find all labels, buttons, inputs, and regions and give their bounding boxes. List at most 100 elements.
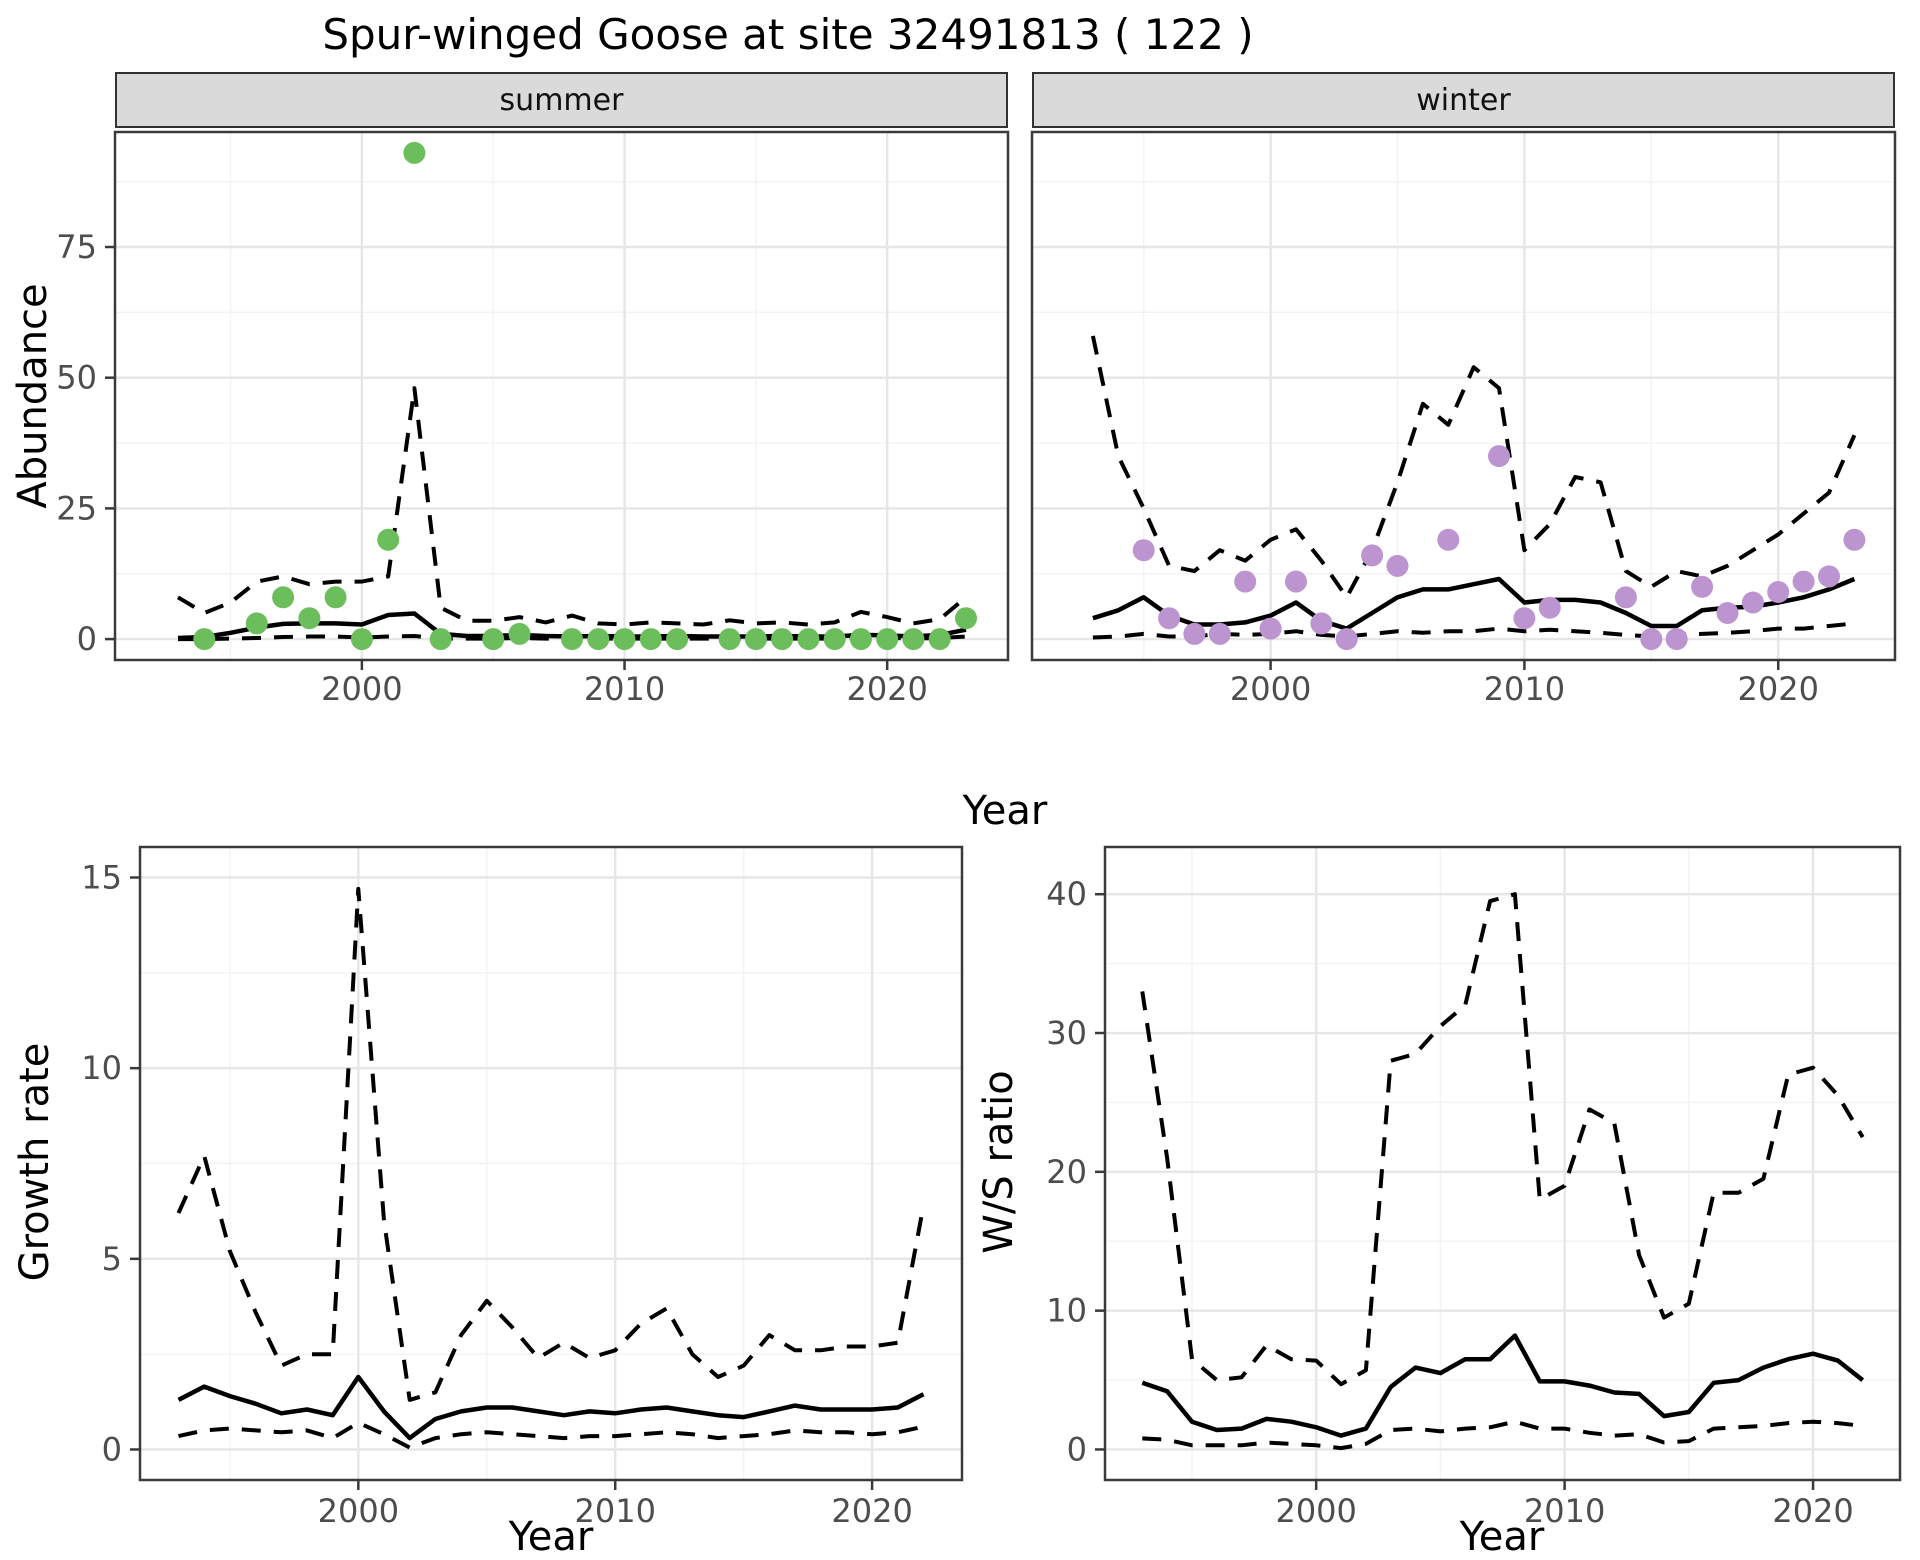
- model-median-line: [1141, 1333, 1865, 1438]
- data-point: [1158, 607, 1181, 630]
- summer-abundance-panel: 2000 2010 2020 0 25 50 75: [56, 130, 1010, 708]
- model-median-line: [177, 1374, 925, 1441]
- data-point: [849, 628, 872, 651]
- data-point: [928, 628, 951, 651]
- data-point: [482, 628, 505, 651]
- data-point: [1792, 570, 1815, 593]
- data-point: [272, 586, 295, 609]
- x-axis-title-year-growth: Year: [508, 1514, 594, 1560]
- data-point: [666, 628, 689, 651]
- data-point: [1665, 628, 1688, 651]
- data-point: [1259, 617, 1282, 640]
- y-tick-label: 30: [1046, 1014, 1087, 1052]
- x-tick-label: 2000: [321, 670, 402, 708]
- y-tick-label: 5: [102, 1240, 122, 1278]
- y-tick-label: 10: [1046, 1292, 1087, 1330]
- panel-border: [138, 845, 964, 1482]
- gridlines: [1105, 847, 1900, 1480]
- x-tick-label: 2000: [318, 1492, 399, 1530]
- chart-title: Spur-winged Goose at site 32491813 ( 122…: [322, 10, 1254, 59]
- x-axis-title-year-ws: Year: [1459, 1514, 1545, 1560]
- gridlines: [1032, 132, 1895, 660]
- upper-credible-limit-line: [1140, 892, 1865, 1387]
- data-point: [377, 528, 400, 551]
- data-point: [1285, 570, 1307, 593]
- data-point: [508, 622, 531, 645]
- facet-strip-winter-label: winter: [1416, 82, 1511, 118]
- observed-count-points: [1132, 445, 1866, 651]
- x-axis-title-year-top: Year: [962, 788, 1048, 834]
- facet-strip-summer: summer: [115, 72, 1008, 128]
- data-point: [1767, 581, 1790, 603]
- x-tick-label: 2010: [575, 1492, 656, 1530]
- gridlines: [115, 132, 1008, 660]
- data-point: [1132, 539, 1155, 562]
- y-tick-label: 50: [56, 359, 97, 397]
- y-tick-label: 10: [81, 1049, 122, 1087]
- data-point: [1386, 554, 1409, 577]
- y-tick-label: 25: [56, 489, 97, 527]
- facet-strip-winter: winter: [1032, 72, 1895, 128]
- x-tick-label: 2020: [1772, 1492, 1853, 1530]
- y-axis-title-ws-ratio: W/S ratio: [976, 1070, 1022, 1254]
- y-tick-label: 0: [77, 620, 97, 658]
- axis-ticks: 2000 2010 2020 0 25 50 75: [56, 228, 928, 708]
- data-point: [1234, 570, 1257, 593]
- data-point: [771, 628, 794, 651]
- data-point: [1335, 628, 1358, 651]
- data-point: [1691, 575, 1714, 598]
- x-tick-label: 2000: [1275, 1492, 1356, 1530]
- data-point: [193, 628, 216, 651]
- x-tick-label: 2000: [1230, 670, 1311, 708]
- x-tick-label: 2020: [831, 1492, 912, 1530]
- data-point: [561, 628, 583, 651]
- data-point: [1614, 586, 1637, 609]
- data-point: [1818, 565, 1840, 588]
- data-point: [1361, 544, 1384, 567]
- y-axis-title-growth-rate: Growth rate: [12, 1042, 58, 1282]
- data-point: [1513, 607, 1536, 630]
- data-point: [324, 586, 347, 609]
- axis-ticks: 2000 2010 2020: [1230, 660, 1819, 708]
- gridlines: [140, 847, 962, 1480]
- data-point: [1310, 612, 1333, 635]
- data-point: [298, 607, 321, 630]
- x-tick-label: 2010: [1524, 1492, 1605, 1530]
- data-point: [718, 628, 741, 651]
- ws-ratio-panel: 2000 2010 2020 0 10 20 30 40: [1046, 845, 1902, 1530]
- data-point: [639, 628, 662, 651]
- data-point: [955, 607, 977, 630]
- lower-credible-limit-line: [1142, 1419, 1863, 1451]
- y-tick-label: 0: [1067, 1430, 1087, 1468]
- y-tick-label: 75: [56, 228, 97, 266]
- data-point: [429, 628, 452, 651]
- panel-border: [1103, 845, 1902, 1482]
- x-tick-label: 2020: [1738, 670, 1819, 708]
- upper-credible-limit-line: [176, 386, 968, 627]
- panel-border: [1030, 130, 1897, 662]
- data-point: [1640, 628, 1663, 651]
- data-point: [587, 628, 610, 651]
- data-point: [823, 628, 846, 651]
- x-tick-label: 2010: [584, 670, 665, 708]
- panel-background: [1032, 132, 1895, 660]
- x-tick-label: 2010: [1484, 670, 1565, 708]
- growth-rate-panel: 2000 2010 2020 0 5 10 15: [81, 845, 964, 1530]
- upper-credible-limit-line: [1090, 335, 1857, 600]
- panel-background: [1105, 847, 1900, 1480]
- axis-ticks: 2000 2010 2020 0 5 10 15: [81, 859, 913, 1530]
- data-point: [403, 141, 426, 164]
- panel-border: [113, 130, 1010, 662]
- facet-strip-summer-label: summer: [499, 82, 624, 118]
- panel-background: [115, 132, 1008, 660]
- data-point: [1488, 445, 1510, 468]
- data-point: [1437, 528, 1460, 551]
- data-point: [1208, 622, 1231, 645]
- data-point: [902, 628, 925, 651]
- data-point: [1183, 622, 1206, 645]
- data-point: [1843, 528, 1866, 551]
- data-point: [350, 628, 373, 651]
- lower-credible-limit-line: [178, 1420, 924, 1450]
- data-point: [1538, 596, 1561, 619]
